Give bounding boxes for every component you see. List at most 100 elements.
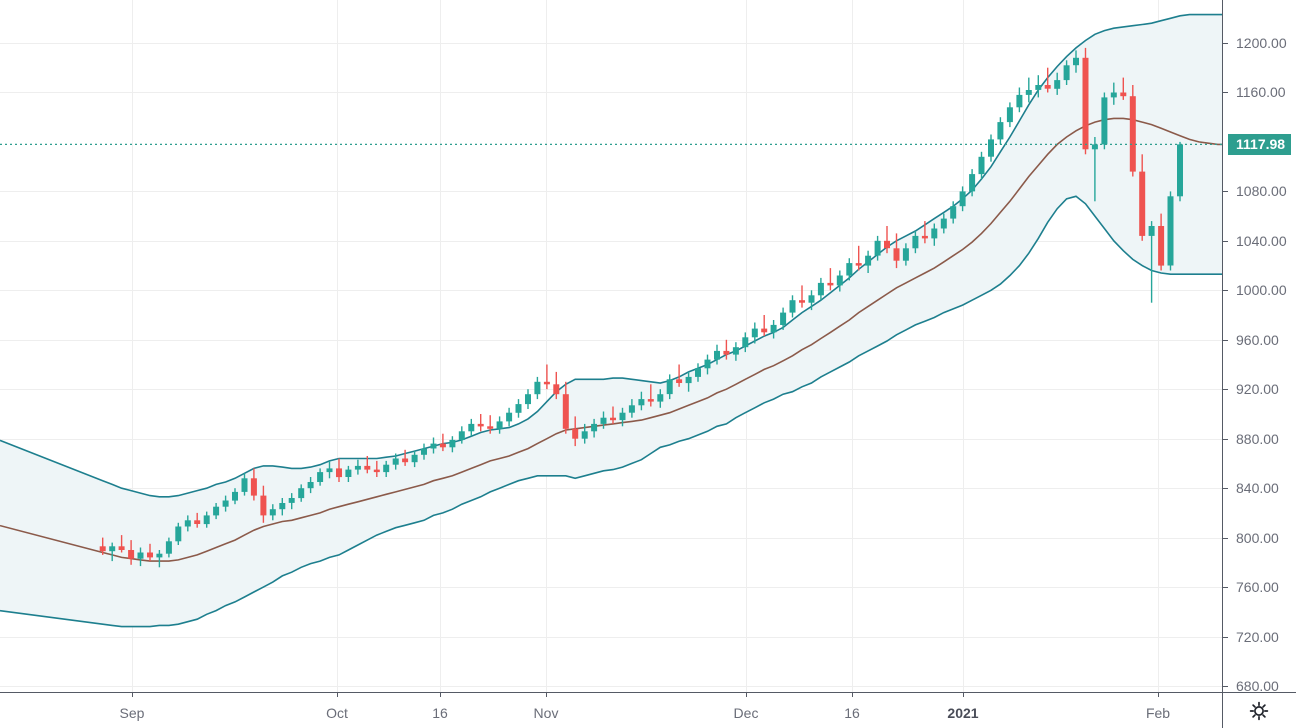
candle-body [496,421,503,429]
candle [988,134,994,162]
candle [581,423,588,444]
price-axis-label: 680.00 [1236,678,1279,694]
candle-body [468,423,475,432]
candle-body [250,478,257,496]
candle-body [1016,94,1023,108]
gear-icon [1249,701,1269,721]
candle-body [884,240,890,249]
candle [846,258,853,281]
candle-body [893,248,900,261]
price-axis-label: 1160.00 [1236,84,1286,101]
candle [770,320,777,339]
candle-body [1110,92,1117,98]
candle [326,460,333,479]
candle [959,186,966,212]
candle-body [714,350,720,360]
candle-body [345,469,352,477]
candle [1148,221,1155,303]
candle-body [817,282,824,296]
candle [279,498,286,516]
candle [515,399,522,418]
candle-body [780,312,787,325]
candle [1091,137,1098,202]
candle [893,233,900,269]
candle-body [402,458,409,463]
candle-body [203,515,210,525]
candle-body [1177,144,1183,197]
candle [383,460,390,477]
candle [364,456,371,474]
candle-body [562,394,569,429]
candle-body [657,394,664,402]
candle-body [1035,85,1042,90]
candle [99,537,106,555]
candle [1120,77,1127,100]
candle [628,399,635,418]
axis-tick-marks [132,43,1228,697]
candle-body [1091,144,1098,150]
candle [723,339,730,360]
candle [676,364,683,387]
candle [610,406,616,424]
candle-body [137,552,144,559]
time-axis-label: 16 [432,705,448,721]
candle [175,522,182,545]
candle-body [213,506,220,516]
candle [232,488,238,505]
candle-body [846,263,853,276]
candle [525,389,531,409]
candle [392,453,399,470]
candle [695,363,701,382]
candle-body [695,368,701,377]
time-axis-label: Nov [533,705,559,721]
candle-body [477,423,484,427]
candle-body [1129,96,1136,172]
current-price-badge[interactable]: 1117.98 [1228,134,1292,156]
candle-body [1054,80,1061,89]
candle-body [1063,65,1070,81]
bollinger-basis-line [0,117,1222,562]
candle [978,151,985,179]
candle [307,477,314,494]
candle-body [610,417,616,421]
candle-body [836,275,843,286]
candle-body [619,412,626,421]
candle [751,322,758,344]
candle-body [676,379,683,383]
candle-body [336,468,342,478]
time-axis-label: 16 [844,705,860,721]
candle [619,407,626,427]
candle [373,460,380,477]
candle-body [591,423,598,432]
candle-body [685,376,692,384]
candle-body [232,491,238,501]
price-axis-label: 920.00 [1236,381,1279,398]
candle [147,543,153,562]
candle [1082,47,1089,155]
candle [827,268,834,291]
candle [704,354,711,375]
chart-settings-button[interactable] [1248,700,1270,722]
candle [912,231,919,254]
candle [345,465,352,482]
candle-body [940,218,947,229]
candle-body [525,394,531,405]
candle [421,443,427,460]
time-axis-label: Sep [119,705,145,721]
candle [1101,92,1108,150]
candle [666,374,673,400]
candle [458,426,465,444]
candle-body [487,426,494,429]
candle-body [194,520,201,524]
candle-body [742,337,749,348]
candle [647,384,654,407]
time-axis-label: 2021 [947,705,979,721]
candle [638,391,645,411]
price-axis-label: 1040.00 [1236,232,1287,249]
candle-body [912,235,919,249]
candle-body [921,235,928,239]
candle-body [827,282,834,286]
candle [789,295,796,318]
